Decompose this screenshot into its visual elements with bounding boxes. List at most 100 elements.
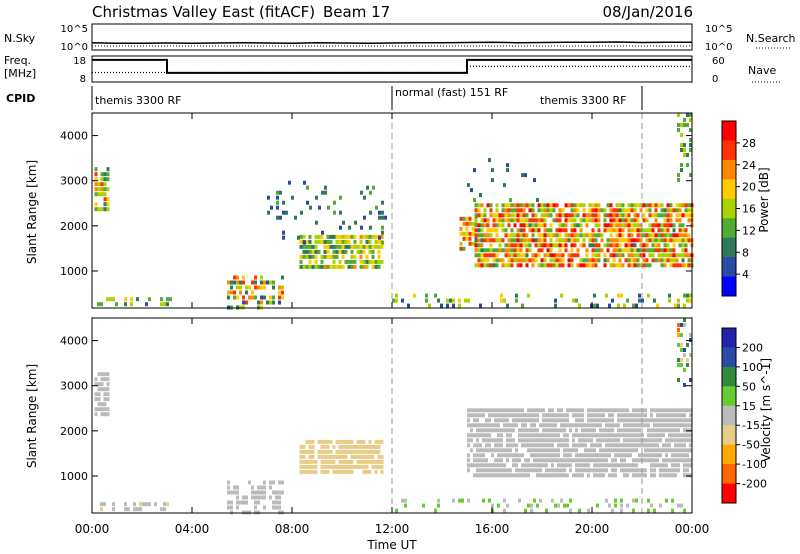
- heatmap-cell: [473, 423, 476, 428]
- heatmap-cell: [636, 258, 640, 263]
- heatmap-cell: [632, 418, 635, 423]
- heatmap-cell: [341, 459, 345, 464]
- heatmap-cell: [528, 208, 532, 213]
- heatmap-cell: [459, 241, 463, 246]
- heatmap-cell: [254, 505, 257, 510]
- heatmap-cell: [539, 453, 542, 458]
- heatmap-cell: [480, 238, 484, 243]
- heatmap-cell: [533, 178, 536, 183]
- heatmap-cell: [545, 468, 548, 473]
- heatmap-cell: [477, 233, 481, 238]
- heatmap-cell: [506, 408, 509, 413]
- heatmap-cell: [639, 238, 643, 243]
- heatmap-cell: [593, 423, 596, 428]
- heatmap-cell: [551, 443, 554, 448]
- heatmap-cell: [672, 253, 676, 258]
- heatmap-cell: [558, 223, 562, 228]
- heatmap-cell: [545, 458, 548, 463]
- heatmap-cell: [299, 449, 303, 454]
- heatmap-cell: [581, 438, 584, 443]
- heatmap-cell: [686, 438, 689, 443]
- heatmap-cell: [630, 208, 634, 213]
- heatmap-cell: [620, 468, 623, 473]
- heatmap-cell: [335, 244, 339, 249]
- heatmap-cell: [656, 463, 659, 468]
- heatmap-cell: [612, 213, 616, 218]
- heatmap-cell: [497, 433, 500, 438]
- heatmap-cell: [500, 438, 503, 443]
- heatmap-cell: [530, 413, 533, 418]
- heatmap-cell: [581, 423, 584, 428]
- heatmap-cell: [133, 502, 136, 507]
- colorbar-frame: [721, 327, 737, 504]
- heatmap-cell: [599, 453, 602, 458]
- heatmap-cell: [106, 197, 110, 202]
- heatmap-cell: [509, 428, 512, 433]
- heatmap-cell: [332, 444, 336, 449]
- heatmap-cell: [623, 428, 626, 433]
- heatmap-cell: [491, 168, 494, 173]
- heatmap-cell: [543, 263, 547, 268]
- heatmap-cell: [347, 439, 351, 444]
- heatmap-cell: [593, 458, 596, 463]
- heatmap-cell: [305, 464, 309, 469]
- heatmap-cell: [368, 449, 372, 454]
- heatmap-cell: [483, 218, 487, 223]
- heatmap-cell: [326, 469, 330, 474]
- heatmap-cell: [636, 203, 640, 208]
- heatmap-cell: [665, 428, 668, 433]
- heatmap-cell: [501, 208, 505, 213]
- heatmap-cell: [510, 263, 514, 268]
- xtick-label: 12:00: [375, 522, 410, 536]
- heatmap-cell: [347, 239, 351, 244]
- heatmap-cell: [371, 234, 375, 239]
- heatmap-cell: [635, 413, 638, 418]
- heatmap-cell: [609, 228, 613, 233]
- heatmap-cell: [513, 208, 517, 213]
- heatmap-cell: [519, 243, 523, 248]
- heatmap-cell: [495, 238, 499, 243]
- heatmap-cell: [474, 208, 478, 213]
- heatmap-cell: [501, 218, 505, 223]
- heatmap-cell: [299, 464, 303, 469]
- heatmap-cell: [476, 418, 479, 423]
- colorbar-swatch: [722, 159, 736, 180]
- heatmap-cell: [356, 249, 360, 254]
- heatmap-cell: [509, 438, 512, 443]
- heatmap-cell: [344, 444, 348, 449]
- heatmap-cell: [584, 453, 587, 458]
- heatmap-cell: [555, 203, 559, 208]
- heatmap-cell: [675, 208, 679, 213]
- heatmap-cell: [309, 205, 312, 210]
- heatmap-cell: [603, 243, 607, 248]
- heatmap-cell: [609, 263, 613, 268]
- heatmap-cell: [227, 480, 230, 485]
- heatmap-cell: [489, 253, 493, 258]
- heatmap-cell: [368, 444, 372, 449]
- heatmap-cell: [103, 397, 107, 402]
- heatmap-cell: [497, 418, 500, 423]
- heatmap-cell: [555, 258, 559, 263]
- heatmap-cell: [519, 233, 523, 238]
- heatmap-cell: [618, 258, 622, 263]
- heatmap-cell: [242, 280, 245, 285]
- heatmap-cell: [533, 443, 536, 448]
- heatmap-cell: [611, 473, 614, 478]
- heatmap-cell: [575, 428, 578, 433]
- heatmap-cell: [636, 238, 640, 243]
- heatmap-cell: [338, 259, 342, 264]
- heatmap-cell: [230, 500, 233, 505]
- heatmap-cell: [677, 453, 680, 458]
- heatmap-cell: [645, 248, 649, 253]
- heatmap-cell: [94, 167, 98, 172]
- heatmap-cell: [512, 438, 515, 443]
- heatmap-cell: [558, 243, 562, 248]
- heatmap-cell: [686, 433, 689, 438]
- heatmap-cell: [597, 253, 601, 258]
- heatmap-cell: [617, 463, 620, 468]
- heatmap-cell: [335, 439, 339, 444]
- heatmap-cell: [288, 180, 291, 185]
- heatmap-cell: [684, 238, 688, 243]
- heatmap-cell: [570, 208, 574, 213]
- heatmap-cell: [136, 297, 139, 302]
